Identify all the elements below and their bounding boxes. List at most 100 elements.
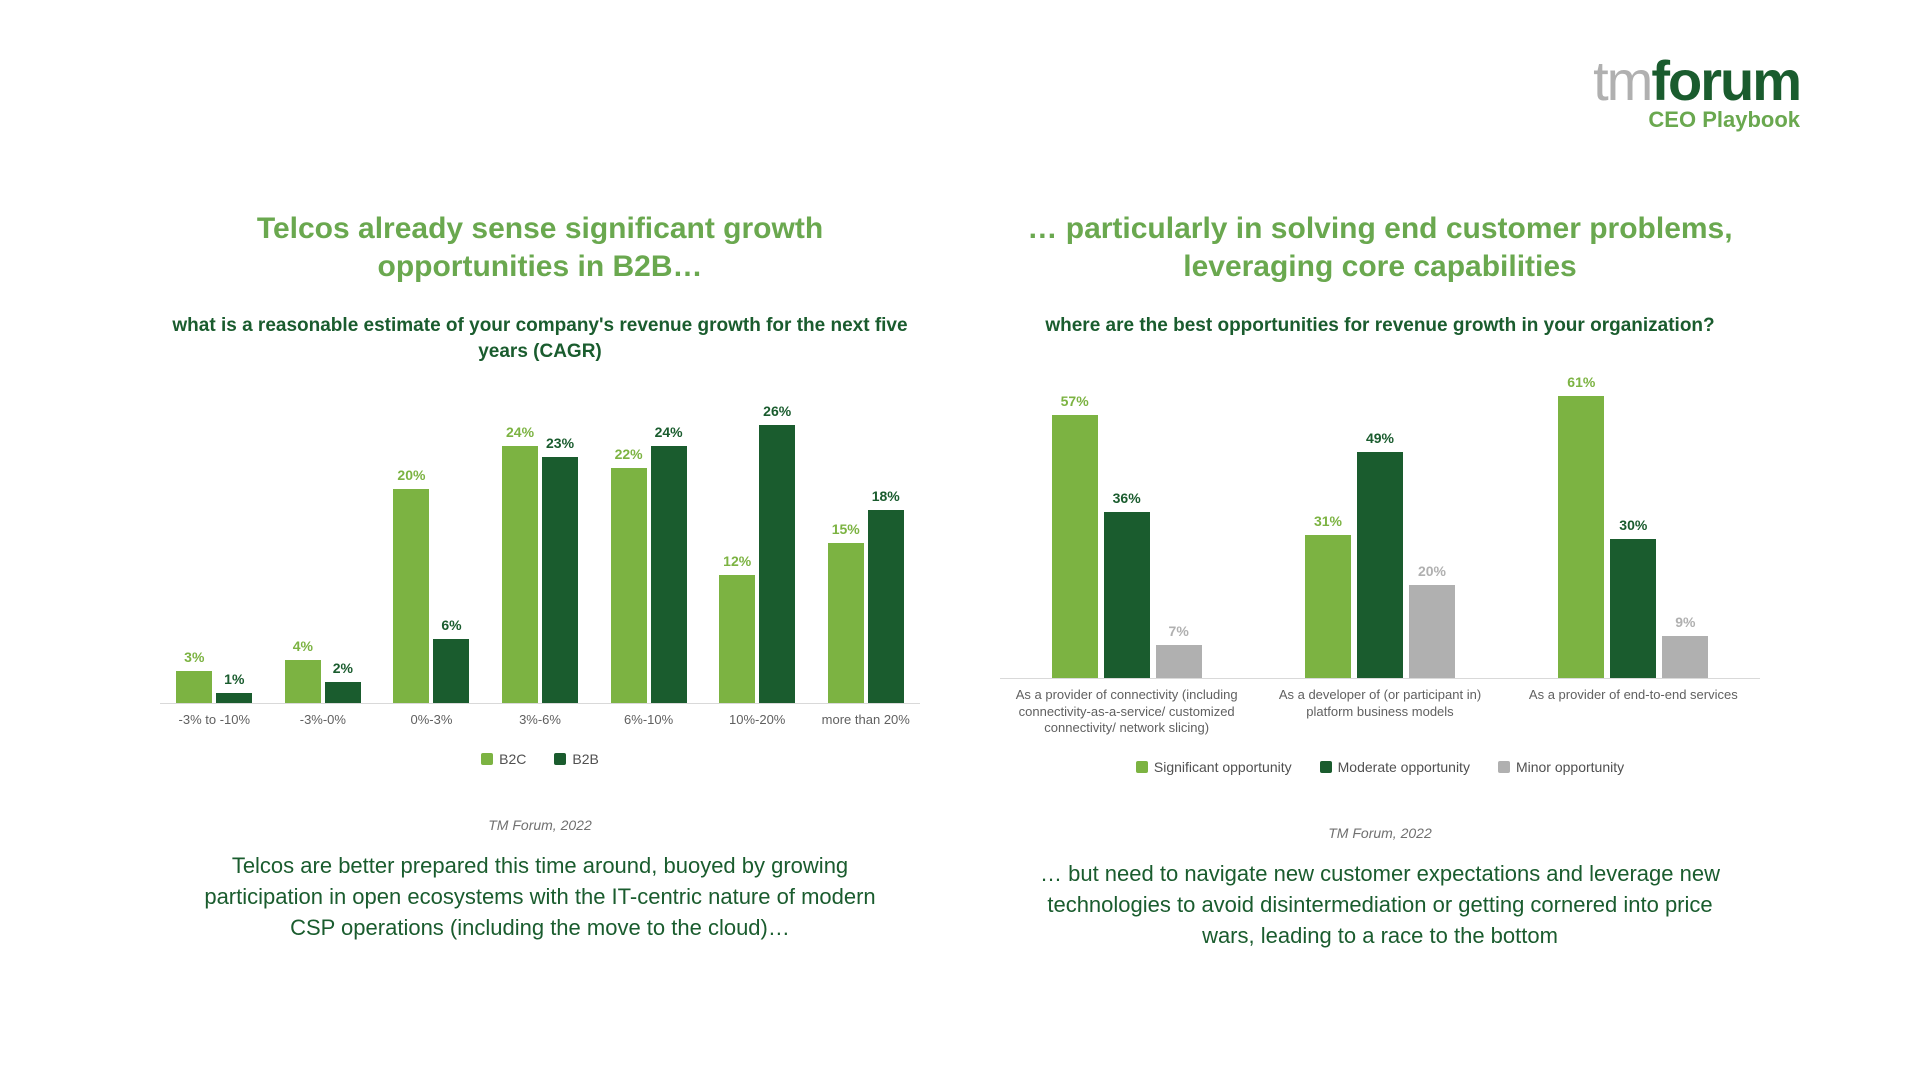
- panels: Telcos already sense significant growth …: [0, 210, 1920, 952]
- bar: 4%: [285, 660, 321, 703]
- bar-value-label: 22%: [615, 446, 643, 462]
- bar-group: 4%2%: [269, 404, 378, 703]
- bar-value-label: 36%: [1113, 490, 1141, 506]
- x-category-label: 10%-20%: [703, 712, 812, 729]
- bar: 31%: [1305, 535, 1351, 678]
- bar: 2%: [325, 682, 361, 703]
- bar-value-label: 49%: [1366, 430, 1394, 446]
- bar-group: 15%18%: [811, 404, 920, 703]
- right-legend: Significant opportunity Moderate opportun…: [1000, 759, 1760, 775]
- bar: 9%: [1662, 636, 1708, 678]
- bar-value-label: 24%: [655, 424, 683, 440]
- right-panel: … particularly in solving end customer p…: [1000, 210, 1760, 952]
- legend-label: Significant opportunity: [1154, 759, 1292, 775]
- left-xaxis: -3% to -10%-3%-0%0%-3%3%-6%6%-10%10%-20%…: [160, 712, 920, 729]
- bar: 7%: [1156, 645, 1202, 677]
- right-title: … particularly in solving end customer p…: [1000, 210, 1760, 285]
- legend-item: Minor opportunity: [1498, 759, 1624, 775]
- legend-label: B2B: [572, 751, 598, 767]
- bar-group: 24%23%: [486, 404, 595, 703]
- bar: 12%: [719, 575, 755, 704]
- bar-value-label: 18%: [872, 488, 900, 504]
- bar: 23%: [542, 457, 578, 703]
- bar: 3%: [176, 671, 212, 703]
- legend-swatch: [1320, 761, 1332, 773]
- bar-value-label: 31%: [1314, 513, 1342, 529]
- x-category-label: 6%-10%: [594, 712, 703, 729]
- x-category-label: -3%-0%: [269, 712, 378, 729]
- bar-value-label: 24%: [506, 424, 534, 440]
- bar-value-label: 2%: [333, 660, 353, 676]
- bar-value-label: 9%: [1675, 614, 1695, 630]
- bar-value-label: 30%: [1619, 517, 1647, 533]
- x-category-label: more than 20%: [811, 712, 920, 729]
- bar-group: 31%49%20%: [1253, 379, 1506, 678]
- bar-value-label: 4%: [293, 638, 313, 654]
- bar: 36%: [1104, 512, 1150, 678]
- x-category-label: As a provider of end-to-end services: [1507, 687, 1760, 738]
- bar: 61%: [1558, 396, 1604, 678]
- x-category-label: As a provider of connectivity (including…: [1000, 687, 1253, 738]
- bar: 57%: [1052, 415, 1098, 678]
- bar: 18%: [868, 510, 904, 703]
- right-subtitle: where are the best opportunities for rev…: [1000, 313, 1760, 339]
- bar-value-label: 23%: [546, 435, 574, 451]
- bar-group: 22%24%: [594, 404, 703, 703]
- bar-group: 3% 1%: [160, 404, 269, 703]
- left-source: TM Forum, 2022: [160, 817, 920, 833]
- legend-swatch: [554, 753, 566, 765]
- bar: 20%: [393, 489, 429, 703]
- logo: tmforum CEO Playbook: [1593, 48, 1800, 133]
- bar-value-label: 1%: [224, 671, 244, 687]
- bar-value-label: 3%: [184, 649, 204, 665]
- bar-value-label: 57%: [1061, 393, 1089, 409]
- left-panel: Telcos already sense significant growth …: [160, 210, 920, 952]
- x-category-label: As a developer of (or participant in) pl…: [1253, 687, 1506, 738]
- bar-value-label: 7%: [1169, 623, 1189, 639]
- legend-item: B2B: [554, 751, 598, 767]
- x-category-label: -3% to -10%: [160, 712, 269, 729]
- left-legend: B2C B2B: [160, 751, 920, 767]
- legend-item: Significant opportunity: [1136, 759, 1292, 775]
- bar-value-label: 20%: [397, 467, 425, 483]
- legend-item: B2C: [481, 751, 526, 767]
- bar-group: 57%36%7%: [1000, 379, 1253, 678]
- bar-group: 20%6%: [377, 404, 486, 703]
- left-chart: 3%1%4%2%20%6%24%23%22%24%12%26%15%18%: [160, 404, 920, 704]
- x-category-label: 3%-6%: [486, 712, 595, 729]
- bar-value-label: 61%: [1567, 374, 1595, 390]
- legend-label: B2C: [499, 751, 526, 767]
- bar: 24%: [502, 446, 538, 703]
- right-chart: 57%36%7%31%49%20%61%30%9%: [1000, 379, 1760, 679]
- logo-tm: tm: [1593, 49, 1651, 112]
- logo-forum: forum: [1651, 49, 1800, 112]
- legend-label: Moderate opportunity: [1338, 759, 1470, 775]
- bar: 26%: [759, 425, 795, 704]
- bar: 15%: [828, 543, 864, 704]
- bar: 24%: [651, 446, 687, 703]
- bar-group: 61%30%9%: [1507, 379, 1760, 678]
- bar: 20%: [1409, 585, 1455, 677]
- bar-group: 12%26%: [703, 404, 812, 703]
- right-body: … but need to navigate new customer expe…: [1000, 859, 1760, 951]
- logo-wordmark: tmforum: [1593, 48, 1800, 113]
- left-subtitle: what is a reasonable estimate of your co…: [160, 313, 920, 364]
- right-source: TM Forum, 2022: [1000, 825, 1760, 841]
- bar-value-label: 20%: [1418, 563, 1446, 579]
- bar: 6%: [433, 639, 469, 703]
- legend-swatch: [1498, 761, 1510, 773]
- legend-item: Moderate opportunity: [1320, 759, 1470, 775]
- left-title: Telcos already sense significant growth …: [160, 210, 920, 285]
- legend-label: Minor opportunity: [1516, 759, 1624, 775]
- bar-value-label: 26%: [763, 403, 791, 419]
- bar-value-label: 6%: [441, 617, 461, 633]
- bar: 22%: [611, 468, 647, 704]
- x-category-label: 0%-3%: [377, 712, 486, 729]
- bar: 1%: [216, 693, 252, 704]
- bar-value-label: 15%: [832, 521, 860, 537]
- bar: 49%: [1357, 452, 1403, 678]
- legend-swatch: [481, 753, 493, 765]
- left-body: Telcos are better prepared this time aro…: [160, 851, 920, 943]
- legend-swatch: [1136, 761, 1148, 773]
- bar: 30%: [1610, 539, 1656, 677]
